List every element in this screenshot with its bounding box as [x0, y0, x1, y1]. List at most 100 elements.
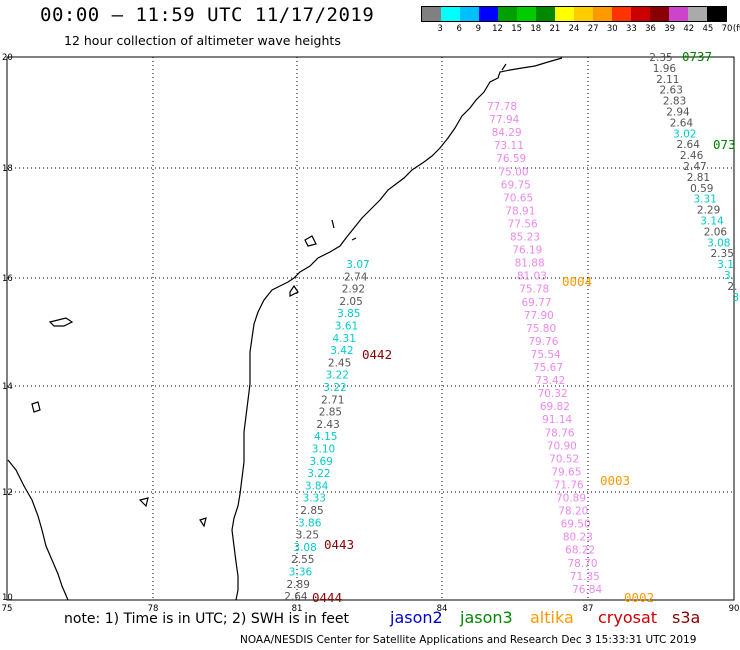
coastal-track-value: 2.92	[342, 284, 365, 296]
coastal-track-value: 3.36	[289, 567, 313, 579]
pink-track-value: 73.42	[535, 375, 565, 387]
east-track-value: 3	[732, 292, 739, 304]
east-track-value: 2.64	[677, 139, 701, 151]
scale-tick-39: 39	[664, 24, 676, 34]
lat-label-12: 12	[2, 488, 13, 498]
pink-track-value: 81.88	[515, 258, 545, 270]
pink-track-value: 84.29	[492, 127, 522, 139]
pink-track-value: 78.70	[567, 558, 597, 570]
coastal-track-value: 4.31	[333, 333, 356, 345]
east-track-value: 2.83	[663, 96, 686, 108]
lon-label-78: 78	[148, 604, 159, 614]
altimeter-tracks: 77.7877.9484.2973.1176.5975.0069.7570.65…	[284, 52, 739, 603]
lat-label-10: 10	[2, 593, 13, 603]
scale-swatch-2	[460, 7, 479, 21]
legend-cryosat: cryosat	[598, 608, 658, 627]
scale-swatch-14	[688, 7, 707, 21]
east-track-value: 2.46	[680, 150, 704, 162]
pink-track-value: 79.76	[528, 336, 558, 348]
pink-track-value: 76.19	[512, 245, 542, 257]
coastal-track-value: 2.43	[316, 419, 339, 431]
coastline	[7, 57, 563, 601]
coastal-track-value: 3.07	[346, 259, 369, 271]
east-track-value: 2.94	[666, 107, 690, 119]
coastal-track-value: 3.61	[335, 321, 358, 333]
pass-label-0444: 0444	[312, 590, 342, 605]
east-track-value: 3.	[724, 270, 734, 282]
coastal-track-value: 2.85	[300, 505, 323, 517]
scale-swatch-10	[612, 7, 631, 21]
color-scale-swatches	[421, 6, 727, 22]
scale-swatch-0	[422, 7, 441, 21]
coastal-track-value: 3.10	[312, 444, 335, 456]
east-track-value: 3.08	[707, 237, 730, 249]
pass-label-0737: 0737	[682, 49, 712, 64]
east-track-value: 2.35	[649, 52, 672, 64]
east-track-value: 2.	[727, 281, 737, 293]
coastal-track-value: 3.42	[330, 345, 353, 357]
scale-swatch-15	[707, 7, 726, 21]
east-track-value: 2.81	[687, 172, 710, 184]
coastal-track-value: 3.22	[326, 370, 349, 382]
east-track-value: 3.1	[717, 259, 734, 271]
coastal-track-value: 2.55	[291, 554, 314, 566]
scale-tick-33: 33	[625, 24, 637, 34]
pink-track-value: 71.76	[554, 479, 584, 491]
pink-track-value: 79.65	[551, 466, 581, 478]
pink-track-value: 75.67	[533, 362, 563, 374]
pass-label-0443: 0443	[324, 537, 354, 552]
scale-swatch-8	[574, 7, 593, 21]
coastal-track-value: 2.89	[287, 579, 310, 591]
pink-track-value: 71.35	[570, 571, 600, 583]
scale-tick-30: 30	[606, 24, 618, 34]
scale-swatch-7	[555, 7, 574, 21]
pink-track-value: 77.90	[524, 310, 554, 322]
footer-note: note: 1) Time is in UTC; 2) SWH is in fe…	[64, 611, 350, 627]
pass-label-0003: 0003	[600, 473, 630, 488]
scale-swatch-13	[669, 7, 688, 21]
scale-swatch-1	[441, 7, 460, 21]
east-track-value: 0.59	[690, 183, 713, 195]
credit-line: NOAA/NESDIS Center for Satellite Applica…	[240, 634, 697, 646]
lon-label-87: 87	[583, 604, 594, 614]
pink-track-value: 75.54	[531, 349, 561, 361]
scale-tick-24: 24	[568, 24, 580, 34]
lat-label-18: 18	[2, 164, 13, 174]
pink-track-value: 77.78	[487, 101, 517, 113]
pass-label-073: 073	[713, 137, 736, 152]
lat-label-14: 14	[2, 382, 13, 392]
pink-track-value: 70.89	[556, 493, 586, 505]
pink-track-value: 80.23	[563, 532, 593, 544]
latitude-labels: 20 18 16 14 12 10	[2, 53, 13, 603]
coastal-track-value: 3.33	[303, 493, 326, 505]
coastal-track-value: 3.22	[323, 382, 346, 394]
pink-track-value: 69.82	[540, 401, 570, 413]
scale-tick-42: 42	[683, 24, 695, 34]
pink-track-value: 69.50	[561, 519, 591, 531]
east-track-value: 3.14	[700, 216, 724, 228]
coastal-track-value: 3.25	[296, 530, 319, 542]
east-track-value: 2.35	[711, 248, 734, 260]
scale-swatch-3	[479, 7, 498, 21]
scale-unit-label: (ft)	[732, 24, 740, 34]
scale-tick-9: 9	[475, 24, 482, 34]
east-track-value: 2.29	[697, 205, 720, 217]
coastal-track-value: 3.84	[305, 480, 329, 492]
east-track-value: 1.96	[653, 63, 677, 75]
pink-track-value: 68.22	[565, 545, 595, 557]
scale-tick-45: 45	[702, 24, 714, 34]
coastal-track-value: 3.08	[293, 542, 316, 554]
pink-track-value: 78.76	[544, 427, 574, 439]
coastal-track-value: 2.71	[321, 394, 344, 406]
pink-track-value: 69.75	[501, 179, 531, 191]
pink-track-value: 78.91	[505, 205, 535, 217]
east-track-value: 2.47	[683, 161, 706, 173]
pink-track-value: 85.23	[510, 232, 540, 244]
plot-frame	[6, 56, 735, 601]
map-subtitle: 12 hour collection of altimeter wave hei…	[64, 33, 341, 48]
pink-track-value: 91.14	[542, 414, 572, 426]
scale-tick-12: 12	[492, 24, 503, 34]
scale-swatch-4	[498, 7, 517, 21]
pink-track-value: 77.94	[489, 114, 519, 126]
